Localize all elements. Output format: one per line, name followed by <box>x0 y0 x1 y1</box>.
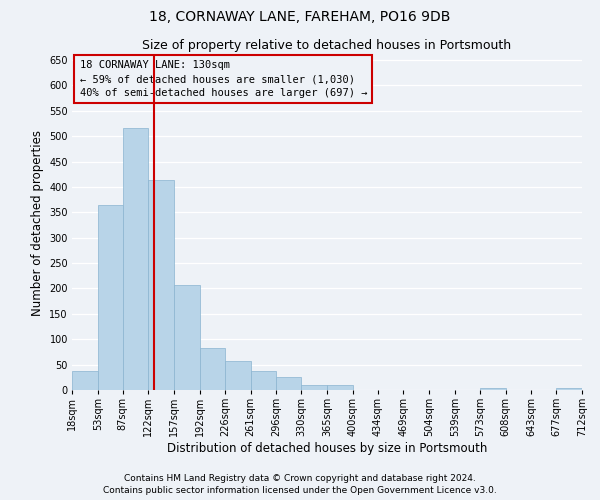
Bar <box>200 348 225 390</box>
X-axis label: Distribution of detached houses by size in Portsmouth: Distribution of detached houses by size … <box>167 442 487 455</box>
Bar <box>123 128 148 390</box>
Text: Contains HM Land Registry data © Crown copyright and database right 2024.
Contai: Contains HM Land Registry data © Crown c… <box>103 474 497 495</box>
Bar <box>276 378 301 390</box>
Text: 18, CORNAWAY LANE, FAREHAM, PO16 9DB: 18, CORNAWAY LANE, FAREHAM, PO16 9DB <box>149 10 451 24</box>
Bar <box>72 370 98 390</box>
Text: 18 CORNAWAY LANE: 130sqm
← 59% of detached houses are smaller (1,030)
40% of sem: 18 CORNAWAY LANE: 130sqm ← 59% of detach… <box>80 60 367 98</box>
Bar <box>301 385 327 390</box>
Bar <box>480 388 506 390</box>
Bar <box>148 180 174 390</box>
Bar <box>174 285 200 390</box>
Bar <box>327 386 353 390</box>
Title: Size of property relative to detached houses in Portsmouth: Size of property relative to detached ho… <box>142 40 512 52</box>
Bar <box>98 204 123 390</box>
Bar <box>225 361 251 390</box>
Bar <box>556 388 582 390</box>
Bar <box>251 371 276 390</box>
Y-axis label: Number of detached properties: Number of detached properties <box>31 130 44 316</box>
